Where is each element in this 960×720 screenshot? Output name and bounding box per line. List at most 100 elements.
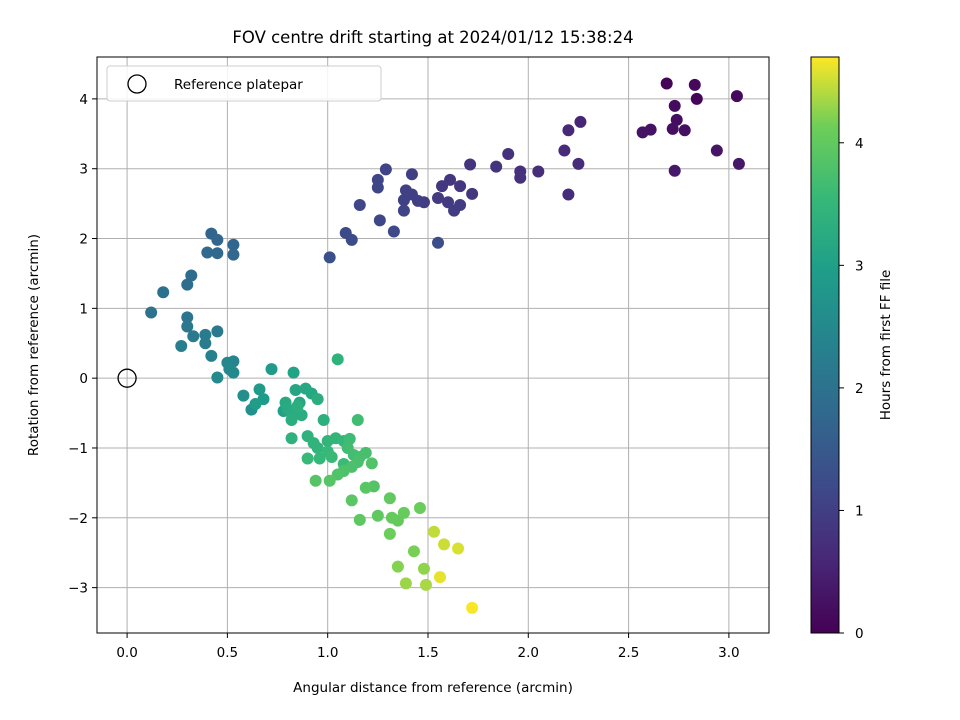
scatter-point — [434, 571, 447, 584]
scatter-point — [181, 311, 194, 324]
chart-title: FOV centre drift starting at 2024/01/12 … — [232, 28, 633, 47]
scatter-point — [562, 188, 575, 201]
scatter-point — [199, 337, 212, 350]
y-tick-label: 4 — [79, 92, 88, 108]
scatter-point — [387, 225, 400, 238]
scatter-point — [301, 452, 314, 465]
scatter-point — [562, 124, 575, 137]
colorbar-ticks: 0 1 2 3 4 — [839, 136, 864, 642]
scatter-point — [373, 214, 386, 227]
scatter-point — [345, 233, 358, 246]
colorbar-tick-label: 0 — [855, 626, 864, 642]
scatter-point — [227, 248, 240, 261]
y-tick-label: 3 — [79, 162, 88, 178]
scatter-point — [227, 238, 240, 251]
scatter-point — [145, 306, 158, 319]
scatter-point — [185, 269, 198, 282]
scatter-point — [678, 124, 691, 137]
scatter-point — [285, 432, 298, 445]
scatter-point — [405, 168, 418, 181]
scatter-point — [181, 320, 194, 333]
y-tick-label: 1 — [79, 301, 88, 317]
scatter-point — [532, 165, 545, 178]
scatter-point — [438, 538, 451, 551]
scatter-point — [291, 400, 304, 413]
plot-frame — [96, 56, 770, 634]
scatter-point — [287, 366, 300, 379]
scatter-point — [379, 163, 392, 176]
scatter-point — [371, 181, 384, 194]
scatter-point — [311, 441, 324, 454]
scatter-point — [285, 414, 298, 427]
y-tick-label: 2 — [79, 232, 88, 248]
scatter-point — [466, 187, 479, 200]
y-tick-label: −1 — [68, 441, 88, 457]
scatter-point — [666, 122, 679, 135]
scatter-point — [181, 278, 194, 291]
scatter-point — [670, 113, 683, 126]
scatter-point — [383, 527, 396, 540]
scatter-point — [407, 545, 420, 558]
scatter-point — [237, 389, 250, 402]
scatter-point — [211, 371, 224, 384]
x-axis-ticks: 0.0 0.5 1.0 1.5 2.0 2.5 3.0 — [116, 633, 740, 661]
scatter-point — [574, 115, 587, 128]
colorbar — [810, 56, 840, 634]
scatter-point — [353, 513, 366, 526]
scatter-point — [448, 204, 461, 217]
scatter-point — [359, 481, 372, 494]
scatter-point — [730, 90, 743, 103]
scatter-point — [391, 560, 404, 573]
scatter-point — [558, 144, 571, 157]
y-axis-ticks: −3 −2 −1 0 1 2 3 4 — [68, 92, 97, 597]
scatter-point — [502, 148, 515, 161]
reference-marker — [117, 368, 137, 388]
scatter-point — [444, 173, 457, 186]
scatter-point — [365, 457, 378, 470]
scatter-point — [490, 160, 503, 173]
scatter-point — [345, 494, 358, 507]
scatter-point — [436, 180, 449, 193]
x-tick-label: 1.5 — [417, 645, 438, 661]
scatter-point — [353, 199, 366, 212]
scatter-point — [399, 184, 412, 197]
scatter-point — [323, 251, 336, 264]
colorbar-tick-label: 2 — [855, 381, 864, 397]
scatter-point — [295, 409, 308, 422]
scatter-point — [371, 509, 384, 522]
scatter-point — [514, 171, 527, 184]
scatter-point — [383, 492, 396, 505]
scatter-point — [343, 432, 356, 445]
scatter-point — [317, 414, 330, 427]
colorbar-tick-label: 3 — [855, 258, 864, 274]
x-axis-label: Angular distance from reference (arcmin) — [293, 680, 573, 696]
scatter-point — [432, 192, 445, 205]
scatter-point — [289, 384, 302, 397]
scatter-point — [636, 126, 649, 139]
scatter-point — [454, 180, 467, 193]
scatter-point — [265, 363, 278, 376]
scatter-point — [157, 286, 170, 299]
scatter-point — [399, 577, 412, 590]
reference-platepar-point — [117, 368, 137, 388]
x-tick-label: 2.5 — [618, 645, 639, 661]
scatter-point — [464, 158, 477, 171]
scatter-point — [397, 506, 410, 519]
scatter-point — [710, 144, 723, 157]
x-tick-label: 3.0 — [718, 645, 739, 661]
y-tick-label: 0 — [79, 371, 88, 387]
colorbar-label: Hours from first FF file — [878, 270, 894, 421]
scatter-point — [466, 601, 479, 614]
scatter-point — [690, 92, 703, 105]
scatter-point — [309, 474, 322, 487]
scatter-point — [428, 525, 441, 538]
scatter-point — [359, 446, 372, 459]
scatter-point — [442, 196, 455, 209]
scatter-point — [419, 578, 432, 591]
scatter-point — [417, 562, 430, 575]
data-points — [145, 77, 745, 614]
scatter-point — [397, 194, 410, 207]
scatter-point — [175, 340, 188, 353]
scatter-point — [732, 157, 745, 170]
